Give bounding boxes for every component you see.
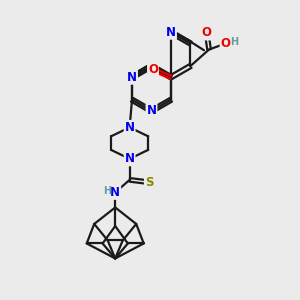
Text: N: N bbox=[146, 104, 157, 118]
Text: N: N bbox=[166, 26, 176, 39]
Text: O: O bbox=[220, 37, 231, 50]
Text: N: N bbox=[124, 152, 135, 165]
Text: H: H bbox=[230, 37, 238, 47]
Text: O: O bbox=[148, 63, 158, 76]
Text: H: H bbox=[103, 186, 111, 196]
Text: N: N bbox=[110, 186, 120, 199]
Text: N: N bbox=[127, 71, 137, 84]
Text: S: S bbox=[145, 176, 153, 189]
Text: N: N bbox=[124, 121, 135, 134]
Text: O: O bbox=[202, 26, 212, 40]
